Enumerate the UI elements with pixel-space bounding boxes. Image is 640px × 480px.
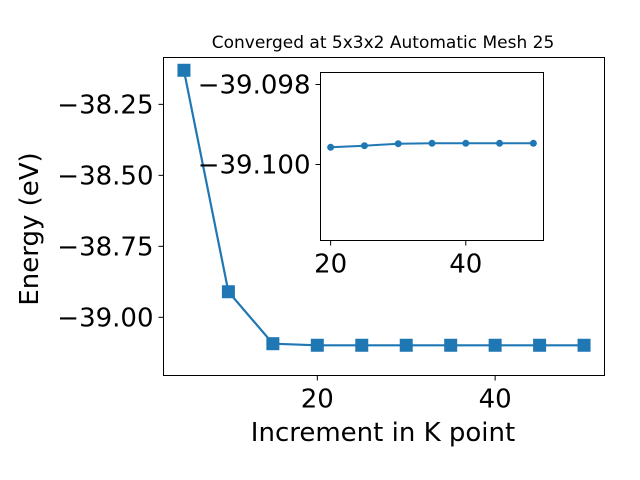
inset-series — [327, 139, 537, 151]
main-data-point — [488, 338, 502, 352]
inset-data-point — [428, 139, 436, 147]
main-data-point — [444, 338, 458, 352]
inset-y-tick-label: −39.100 — [198, 151, 311, 181]
inset-data-point — [360, 142, 368, 150]
inset-x-ticks: 20 40 — [314, 240, 482, 280]
main-x-ticks: 20 40 — [301, 375, 512, 415]
inset-y-ticks: −39.100 −39.098 — [198, 71, 321, 181]
main-chart: Converged at 5x3x2 Automatic Mesh 25 20 4… — [15, 33, 605, 448]
main-x-tick-label: 20 — [301, 385, 334, 415]
chart-title: Converged at 5x3x2 Automatic Mesh 25 — [212, 33, 555, 53]
main-data-point — [399, 338, 413, 352]
inset-plot-frame — [320, 72, 544, 241]
main-y-tick-label: −39.00 — [57, 303, 153, 333]
main-y-ticks: −38.25 −38.50 −38.75 −39.00 — [57, 90, 164, 333]
main-x-tick-label: 40 — [479, 385, 512, 415]
y-axis-label: Energy (eV) — [15, 152, 45, 305]
inset-data-point — [496, 139, 504, 147]
main-data-point — [177, 63, 191, 77]
main-y-tick-label: −38.25 — [57, 90, 153, 120]
main-y-tick-label: −38.50 — [57, 161, 153, 191]
main-data-point — [533, 338, 547, 352]
main-plot-frame — [163, 57, 605, 376]
inset-x-tick-label: 20 — [314, 250, 347, 280]
inset-y-tick-label: −39.098 — [198, 71, 311, 101]
main-data-point — [266, 337, 280, 351]
inset-x-tick-label: 40 — [449, 250, 482, 280]
inset-chart: 20 40 −39.100−39.098 — [198, 71, 544, 280]
inset-data-point — [394, 140, 402, 148]
main-y-tick-label: −38.75 — [57, 232, 153, 262]
inset-data-point — [529, 139, 537, 147]
main-data-point — [355, 338, 369, 352]
inset-data-point — [327, 143, 335, 151]
inset-data-point — [462, 139, 470, 147]
main-series — [177, 63, 591, 352]
main-series-line — [182, 70, 585, 347]
main-data-point — [221, 285, 235, 299]
main-data-point — [310, 338, 324, 352]
x-axis-label: Increment in K point — [251, 418, 515, 448]
main-data-point — [577, 338, 591, 352]
